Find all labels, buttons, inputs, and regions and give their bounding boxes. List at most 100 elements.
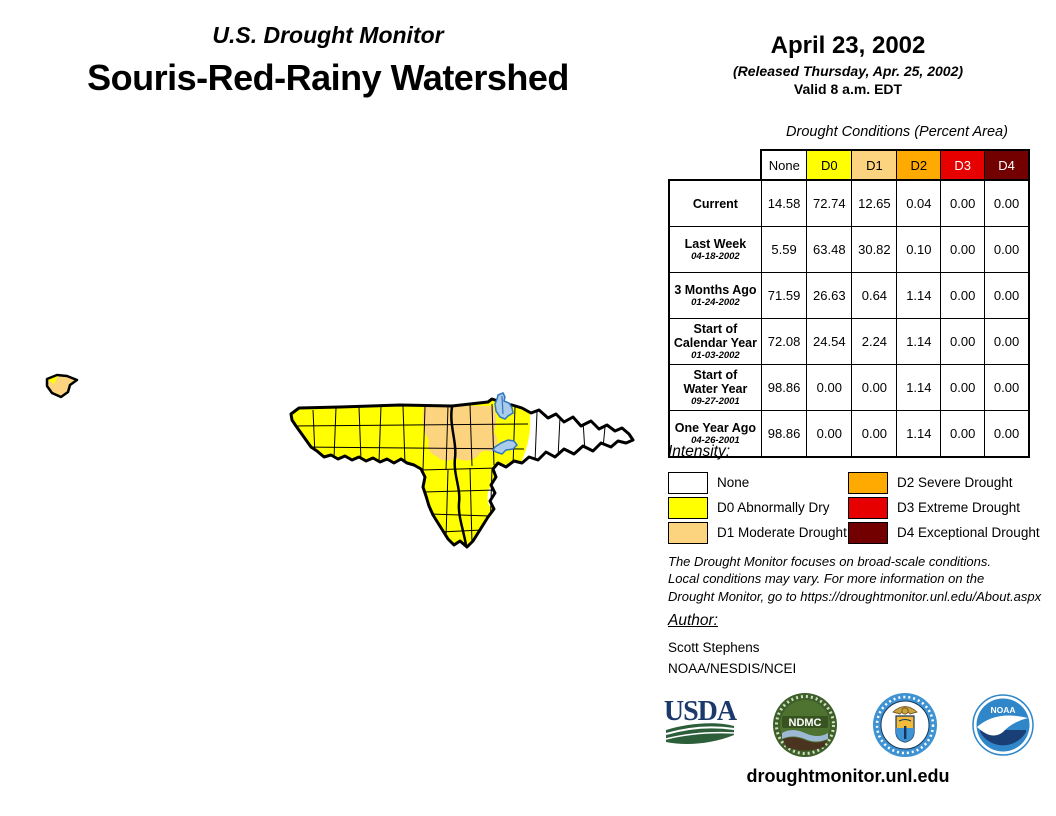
percent-cell: 72.74: [806, 179, 853, 227]
percent-cell: 0.64: [851, 272, 898, 319]
legend-swatch: [668, 496, 708, 519]
report-name: U.S. Drought Monitor: [212, 22, 444, 48]
legend-col-right: D2 Severe Drought D3 Extreme Drought D4 Ex…: [848, 470, 1040, 545]
disclaimer: The Drought Monitor focuses on broad-sca…: [668, 553, 1048, 605]
percent-cell: 0.00: [851, 410, 898, 458]
table-row: Start of Water Year 09-27-2001 98.86 0.00 0.0…: [667, 364, 1031, 411]
row-date: 01-03-2002: [691, 349, 740, 361]
column-header-d0: D0: [806, 149, 853, 181]
percent-cell: 71.59: [760, 272, 808, 319]
percent-cell: 26.63: [806, 272, 853, 319]
legend-label: D2 Severe Drought: [897, 475, 1013, 490]
legend-col-left: None D0 Abnormally Dry D1 Moderate Drought: [668, 470, 848, 545]
intensity-legend: Intensity: None D0 Abnormally Dry D1 Moder…: [668, 443, 1040, 545]
row-date: 04-18-2002: [691, 250, 740, 262]
watershed-outline: [289, 397, 635, 549]
noaa-logo: NOAA: [972, 694, 1034, 756]
lake-north: [494, 392, 514, 420]
row-label: Current: [667, 179, 762, 227]
percent-cell: 0.00: [940, 410, 986, 458]
column-header-d1: D1: [851, 149, 898, 181]
row-label: 3 Months Ago 01-24-2002: [667, 272, 762, 319]
legend-swatch: [848, 471, 888, 494]
legend-swatch: [848, 496, 888, 519]
author-title: Author:: [668, 612, 718, 629]
legend-item: D3 Extreme Drought: [848, 495, 1040, 520]
row-label: Last Week 04-18-2002: [667, 226, 762, 273]
table-title: Drought Conditions (Percent Area): [786, 124, 1008, 140]
row-date: 01-24-2002: [691, 296, 740, 308]
conditions-header-row: None D0 D1 D2 D3 D4: [669, 149, 1031, 181]
percent-cell: 2.24: [851, 318, 898, 365]
watershed-fill-layers: [291, 399, 633, 547]
percent-cell: 1.14: [896, 272, 942, 319]
percent-cell: 12.65: [851, 179, 898, 227]
table-row: One Year Ago 04-26-2001 98.86 0.00 0.00 1.14 0…: [667, 410, 1031, 458]
legend-item: D0 Abnormally Dry: [668, 495, 848, 520]
legend-label: D1 Moderate Drought: [717, 525, 847, 540]
legend-label: D0 Abnormally Dry: [717, 500, 830, 515]
percent-cell: 24.54: [806, 318, 853, 365]
percent-cell: 72.08: [760, 318, 808, 365]
percent-cell: 98.86: [760, 410, 808, 458]
ndmc-logo: NDMC: [773, 693, 837, 757]
valid-time: Valid 8 a.m. EDT: [793, 81, 903, 97]
table-row: Last Week 04-18-2002 5.59 63.48 30.82 0.10 0.0…: [667, 226, 1031, 273]
table-row: Current 14.58 72.74 12.65 0.04 0.00 0.00: [667, 179, 1031, 227]
row-date: 09-27-2001: [691, 395, 740, 407]
percent-cell: 0.00: [940, 272, 986, 319]
percent-cell: 1.14: [896, 364, 942, 411]
percent-cell: 1.14: [896, 410, 942, 458]
lake-central: [491, 439, 518, 455]
percent-cell: 0.00: [940, 318, 986, 365]
legend-item: D2 Severe Drought: [848, 470, 1040, 495]
percent-cell: 63.48: [806, 226, 853, 273]
header: U.S. Drought Monitor Souris-Red-Rainy Wa…: [8, 22, 648, 99]
table-row: 3 Months Ago 01-24-2002 71.59 26.63 0.64 1.14…: [667, 272, 1031, 319]
drought-conditions-table: None D0 D1 D2 D3 D4 Current 14.58 72.74 12.65 0.0…: [667, 149, 1031, 458]
percent-cell: 30.82: [851, 226, 898, 273]
date-block: April 23, 2002 (Released Thursday, Apr. …: [664, 32, 1032, 97]
percent-cell: 0.00: [806, 364, 853, 411]
percent-cell: 0.00: [984, 226, 1031, 273]
legend-label: D3 Extreme Drought: [897, 500, 1021, 515]
table-row: Start of Calendar Year 01-03-2002 72.08 24.5…: [667, 318, 1031, 365]
percent-cell: 0.00: [851, 364, 898, 411]
percent-cell: 14.58: [760, 179, 808, 227]
column-header-d4: D4: [984, 149, 1031, 181]
percent-cell: 1.14: [896, 318, 942, 365]
percent-cell: 0.00: [984, 318, 1031, 365]
author-block: Author: Scott Stephens NOAA/NESDIS/NCEI: [668, 612, 1028, 680]
row-date: 04-26-2001: [691, 434, 740, 446]
legend-label: D4 Exceptional Drought: [897, 525, 1040, 540]
column-header-d2: D2: [896, 149, 942, 181]
percent-cell: 0.00: [984, 179, 1031, 227]
d0-area: [291, 399, 633, 547]
none-area-rainy-basin: [516, 399, 633, 472]
row-label: Start of Water Year 09-27-2001: [667, 364, 762, 411]
page-title: Souris-Red-Rainy Watershed: [87, 57, 569, 98]
percent-cell: 0.00: [984, 410, 1031, 458]
legend-swatch: [668, 521, 708, 544]
state-boundary-line: [450, 406, 468, 546]
detached-area-west: [45, 373, 79, 399]
corner-cell: [669, 150, 761, 180]
percent-cell: 0.00: [940, 179, 986, 227]
percent-cell: 0.00: [940, 364, 986, 411]
disclaimer-line: Drought Monitor, go to https://droughtmo…: [668, 588, 1042, 604]
author-name: Scott Stephens: [668, 640, 760, 655]
map-date: April 23, 2002: [770, 32, 926, 59]
lake-channel: [501, 395, 504, 415]
conditions-table-body: Current 14.58 72.74 12.65 0.04 0.00 0.00 Last W…: [667, 179, 1031, 458]
legend-swatch: [848, 521, 888, 544]
detached-d0-tip: [48, 376, 58, 384]
commerce-seal-logo: [873, 693, 937, 757]
legend-item: None: [668, 470, 848, 495]
disclaimer-line: Local conditions may vary. For more info…: [668, 571, 985, 587]
svg-text:USDA: USDA: [664, 696, 738, 727]
row-label: One Year Ago 04-26-2001: [667, 410, 762, 458]
legend-title: Intensity:: [668, 443, 731, 460]
legend-item: D4 Exceptional Drought: [848, 520, 1040, 545]
column-header-none: None: [760, 149, 808, 181]
percent-cell: 0.00: [984, 272, 1031, 319]
